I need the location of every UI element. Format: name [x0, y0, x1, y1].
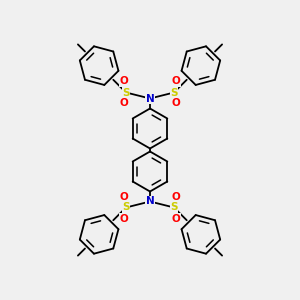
Text: O: O	[120, 214, 128, 224]
Text: O: O	[120, 191, 128, 202]
Text: O: O	[172, 76, 180, 86]
Text: O: O	[120, 98, 128, 109]
Text: O: O	[120, 76, 128, 86]
Text: O: O	[172, 191, 180, 202]
Text: S: S	[122, 202, 130, 212]
Text: N: N	[146, 196, 154, 206]
Text: S: S	[170, 88, 178, 98]
Text: N: N	[146, 94, 154, 103]
Text: O: O	[172, 214, 180, 224]
Text: S: S	[122, 88, 130, 98]
Text: O: O	[172, 98, 180, 109]
Text: S: S	[170, 202, 178, 212]
